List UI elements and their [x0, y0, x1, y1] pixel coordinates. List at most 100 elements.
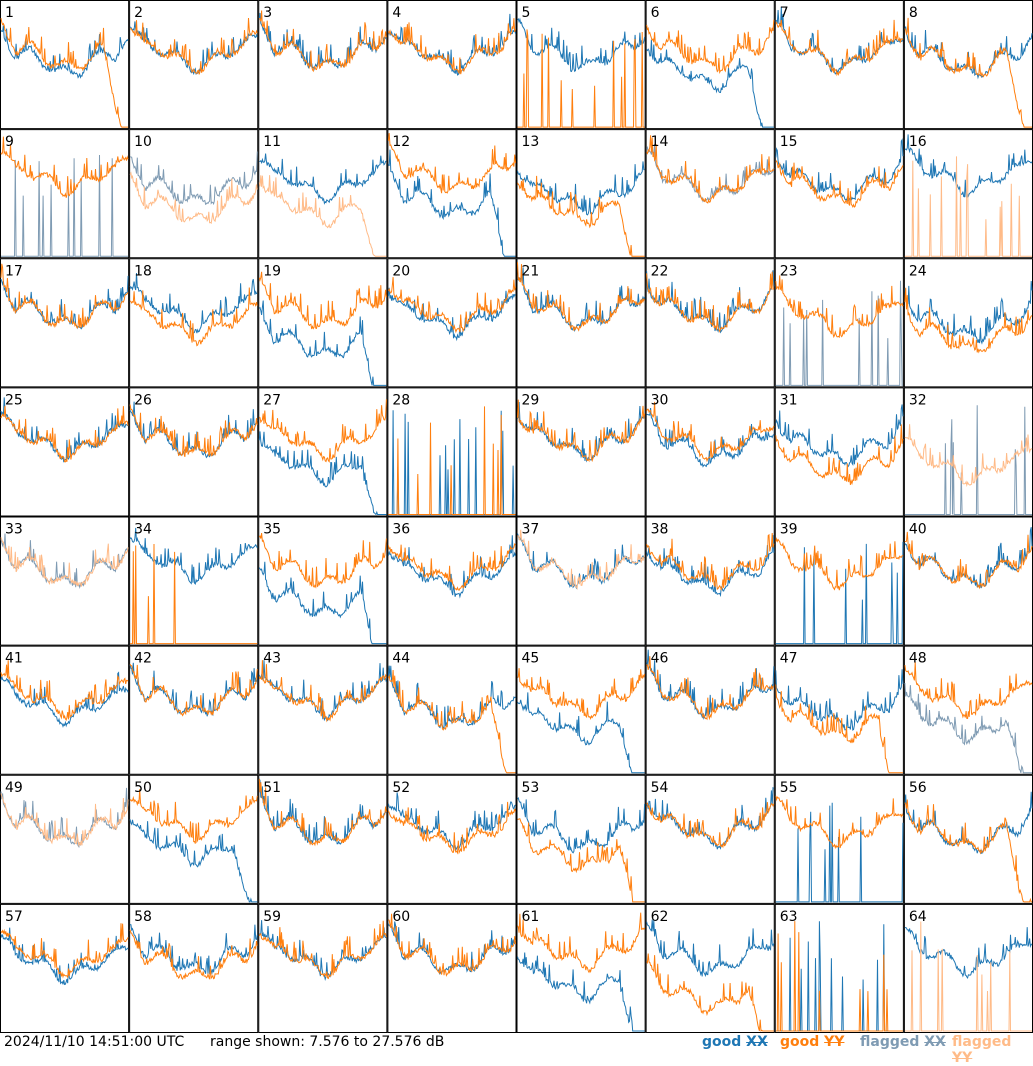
- panel-label: 63: [780, 909, 798, 925]
- series-xx-good: [0, 927, 129, 986]
- panel-label: 14: [651, 134, 669, 150]
- series-xx-good: [387, 792, 516, 852]
- panel-35: 35: [258, 516, 388, 646]
- series-xx-good: [775, 802, 904, 903]
- legend-status: flagged: [860, 1034, 920, 1050]
- panel-label: 28: [392, 392, 410, 408]
- series-yy-good: [0, 263, 129, 329]
- series-yy-good: [646, 802, 775, 849]
- panel-frame: [129, 903, 259, 1033]
- panel-25: 25: [0, 387, 130, 517]
- panel-label: 51: [263, 780, 281, 796]
- panel-13: 13: [516, 129, 646, 259]
- panel-frame: [645, 645, 775, 775]
- panel-label: 58: [134, 909, 152, 925]
- panel-label: 4: [392, 5, 401, 21]
- series-xx-good: [904, 26, 1033, 80]
- panel-label: 12: [392, 134, 410, 150]
- series-yy-good: [387, 277, 516, 334]
- panel-7: 7: [774, 0, 904, 130]
- panel-57: 57: [0, 903, 130, 1033]
- series-xx-flagged: [904, 682, 1032, 774]
- panel-label: 26: [134, 392, 152, 408]
- panel-37: 37: [516, 516, 646, 646]
- series-yy-good: [904, 661, 1033, 720]
- series-yy-good: [129, 663, 258, 717]
- series-xx-good: [258, 561, 387, 645]
- panel-3: 3: [258, 0, 388, 130]
- panel-frame: [774, 903, 904, 1033]
- series-yy-good: [646, 19, 775, 75]
- series-yy-good: [646, 953, 774, 1033]
- panel-58: 58: [129, 903, 259, 1033]
- panel-label: 49: [5, 780, 23, 796]
- panel-frame: [258, 258, 388, 388]
- series-yy-good: [387, 669, 516, 774]
- panel-label: 48: [909, 651, 927, 667]
- panel-frame: [516, 774, 646, 904]
- series-xx-flagged: [0, 533, 129, 590]
- series-xx-good: [387, 13, 516, 76]
- series-yy-good: [129, 404, 258, 457]
- panel-label: 36: [392, 522, 410, 538]
- series-xx-good: [129, 527, 258, 585]
- panel-label: 33: [5, 522, 23, 538]
- legend-good-xx: good XX: [702, 1034, 768, 1050]
- legend-status: flagged: [952, 1034, 1012, 1050]
- range-label: range shown: 7.576 to 27.576 dB: [210, 1034, 445, 1050]
- panel-frame: [129, 516, 259, 646]
- panel-frame: [0, 774, 130, 904]
- series-yy-good: [387, 542, 516, 591]
- panel-frame: [774, 0, 904, 130]
- panel-27: 27: [258, 387, 388, 517]
- series-xx-good: [258, 12, 387, 71]
- panel-label: 38: [651, 522, 669, 538]
- series-yy-good: [258, 778, 387, 847]
- series-xx-good: [0, 25, 129, 79]
- panel-label: 41: [5, 651, 23, 667]
- series-xx-good: [0, 275, 129, 330]
- panel-45: 45: [516, 645, 646, 775]
- legend-status: good: [702, 1034, 742, 1050]
- series-xx-flagged: [129, 151, 258, 206]
- panel-frame: [903, 774, 1033, 904]
- panel-label: 55: [780, 780, 798, 796]
- series-xx-good: [387, 665, 516, 730]
- panel-frame: [774, 387, 904, 517]
- panel-19: 19: [258, 258, 388, 388]
- series-xx-good: [517, 692, 645, 774]
- series-xx-good: [517, 952, 645, 1032]
- series-xx-good: [904, 926, 1033, 979]
- series-yy-good: [775, 795, 904, 850]
- panel-frame: [0, 0, 130, 130]
- panel-label: 59: [263, 909, 281, 925]
- series-xx-good: [129, 924, 258, 975]
- panel-frame: [645, 129, 775, 259]
- panel-frame: [129, 0, 259, 130]
- series-xx-good: [775, 669, 904, 731]
- legend-pol: YY: [824, 1034, 845, 1050]
- series-yy-good: [0, 923, 129, 979]
- panel-16: 16: [903, 129, 1033, 259]
- panel-frame: [516, 129, 646, 259]
- series-yy-good: [646, 271, 775, 333]
- series-yy-good: [130, 543, 258, 645]
- legend-pol: YY: [952, 1050, 973, 1066]
- footer: 2024/11/10 14:51:00 UTC range shown: 7.5…: [0, 1033, 1033, 1066]
- panel-40: 40: [903, 516, 1033, 646]
- series-yy-good: [0, 660, 129, 722]
- panel-62: 62: [645, 903, 775, 1033]
- panel-label: 15: [780, 134, 798, 150]
- series-xx-good: [258, 300, 387, 386]
- panel-43: 43: [258, 645, 388, 775]
- panel-label: 23: [780, 263, 798, 279]
- panel-2: 2: [129, 0, 259, 130]
- series-yy-good: [387, 18, 516, 75]
- panel-label: 29: [522, 392, 540, 408]
- panel-23: 23: [774, 258, 904, 388]
- panel-label: 8: [909, 5, 918, 21]
- panel-61: 61: [516, 903, 646, 1033]
- panel-label: 17: [5, 263, 23, 279]
- panel-label: 3: [263, 5, 272, 21]
- panel-label: 37: [522, 522, 540, 538]
